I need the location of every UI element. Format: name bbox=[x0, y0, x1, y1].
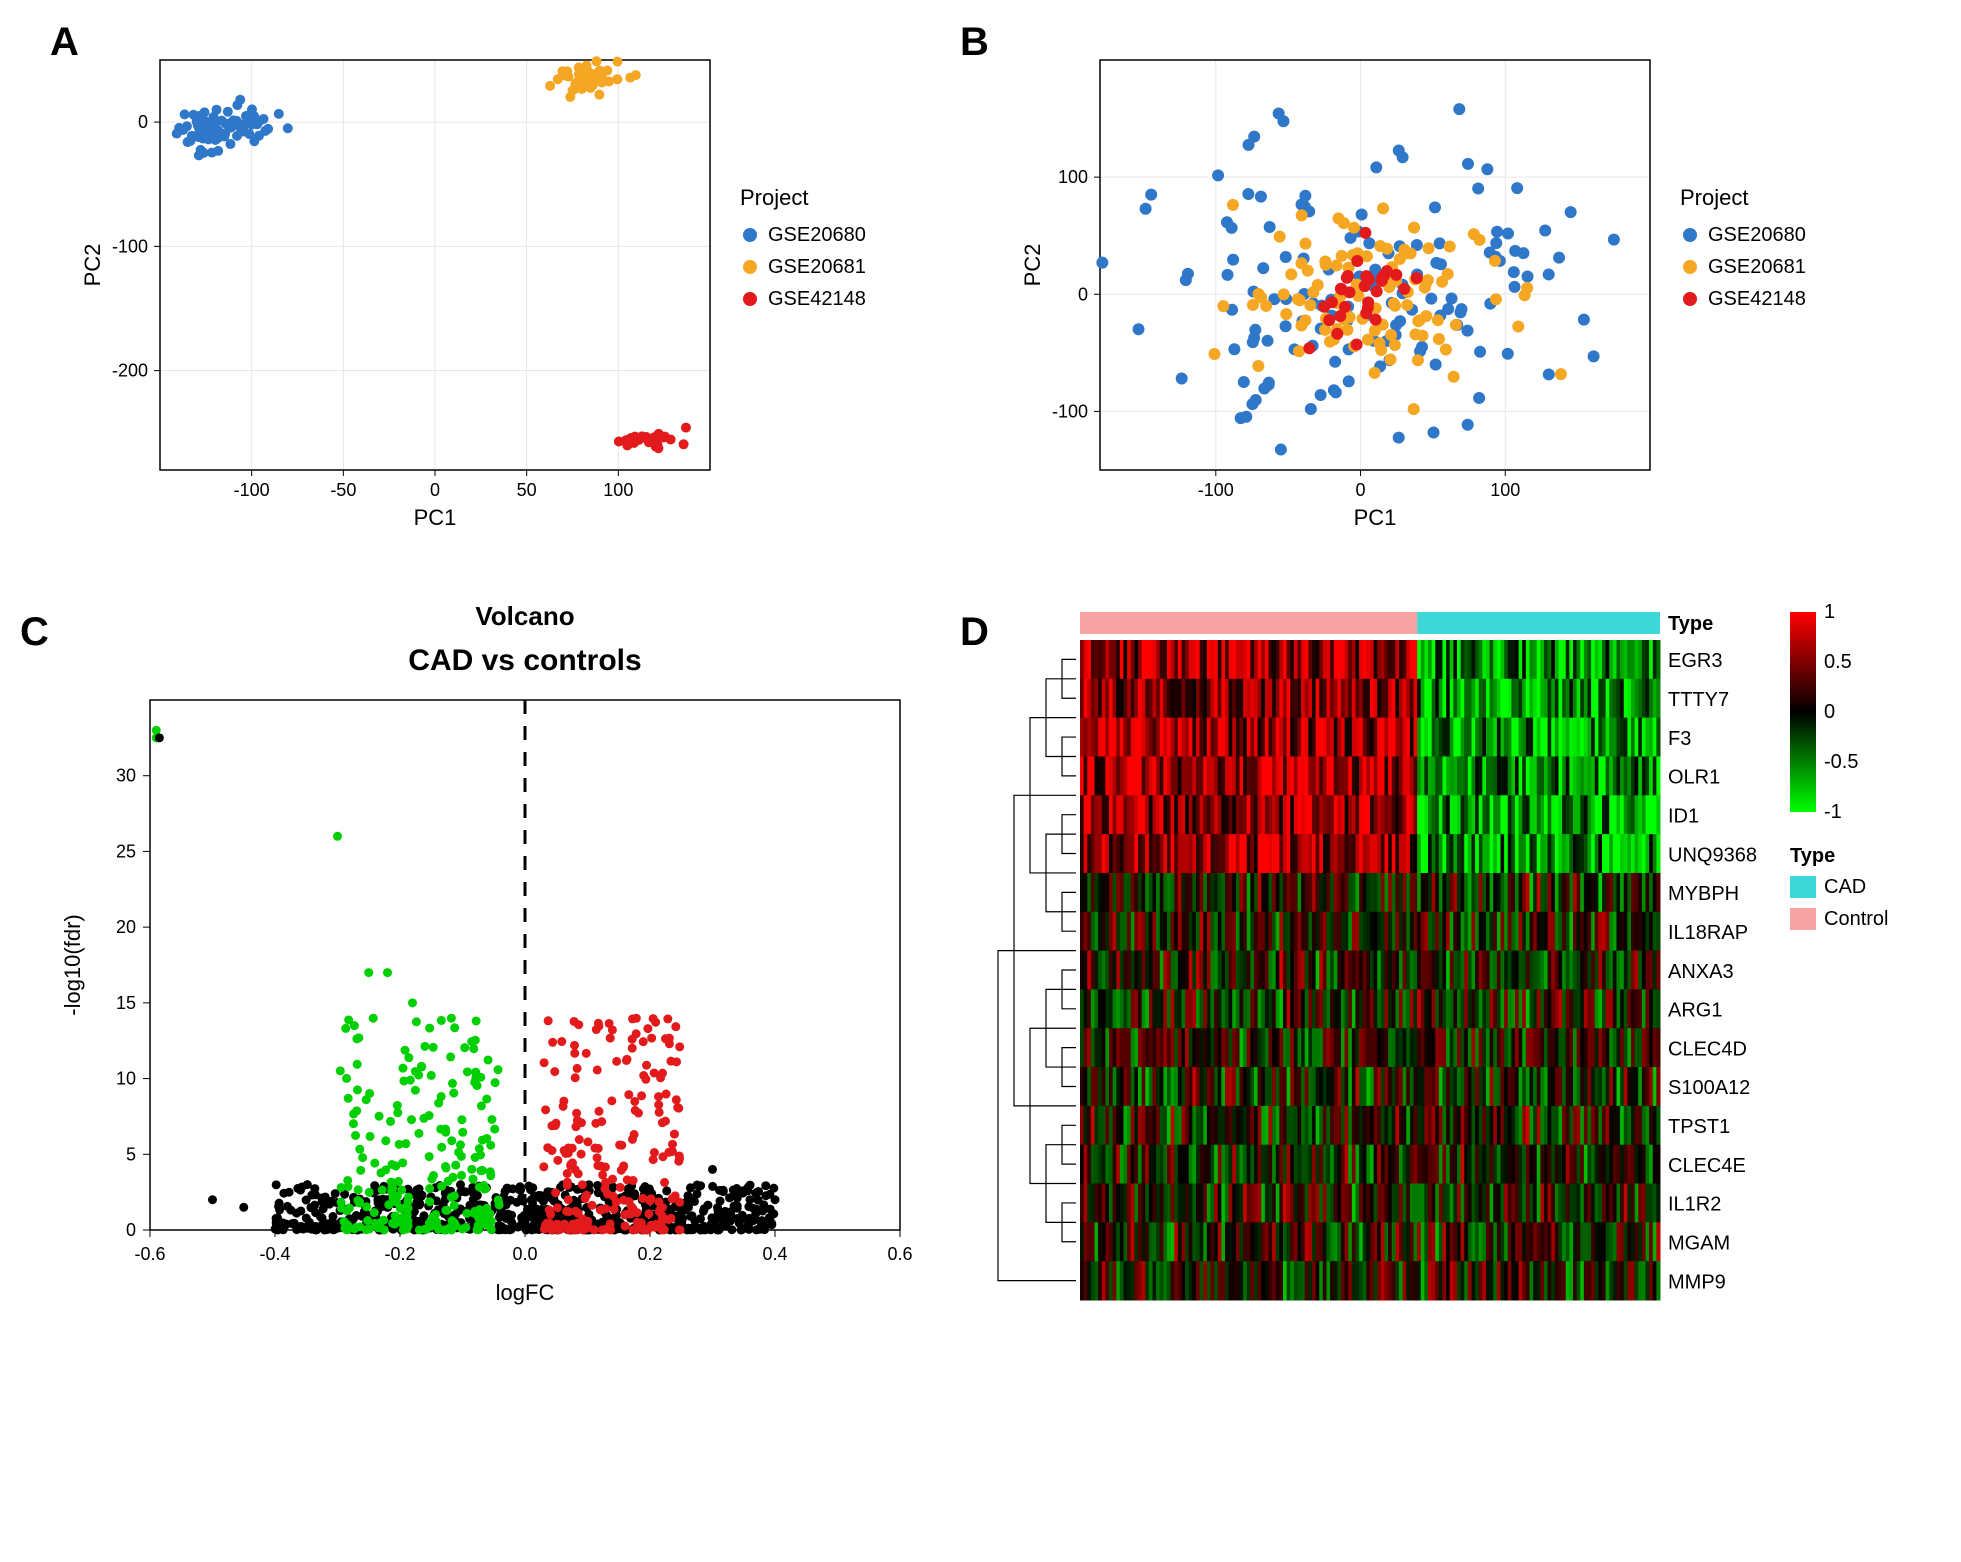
svg-text:0.4: 0.4 bbox=[762, 1244, 787, 1264]
svg-text:logFC: logFC bbox=[496, 1280, 555, 1305]
svg-text:-200: -200 bbox=[112, 361, 148, 381]
svg-text:GSE20680: GSE20680 bbox=[1708, 224, 1806, 246]
svg-text:MMP9: MMP9 bbox=[1668, 1271, 1726, 1293]
svg-text:Control: Control bbox=[1824, 908, 1888, 930]
svg-text:0.6: 0.6 bbox=[887, 1244, 912, 1264]
svg-text:-50: -50 bbox=[330, 480, 356, 500]
svg-text:EGR3: EGR3 bbox=[1668, 650, 1722, 672]
svg-text:GSE20681: GSE20681 bbox=[1708, 256, 1806, 278]
svg-text:0: 0 bbox=[430, 480, 440, 500]
svg-text:-0.5: -0.5 bbox=[1824, 751, 1858, 773]
svg-text:5: 5 bbox=[126, 1144, 136, 1164]
panel-b: B -100 0 100 -100 0 100 PC1 PC2 Project GSE20680 G… bbox=[960, 20, 1920, 540]
svg-text:15: 15 bbox=[116, 993, 136, 1013]
svg-text:-100: -100 bbox=[234, 480, 270, 500]
panel-b-svg: -100 0 100 -100 0 100 PC1 PC2 Project GSE20680 GSE… bbox=[960, 20, 1880, 540]
svg-text:CLEC4D: CLEC4D bbox=[1668, 1038, 1747, 1060]
svg-text:-log10(fdr): -log10(fdr) bbox=[60, 914, 85, 1015]
svg-text:Volcano: Volcano bbox=[475, 601, 574, 631]
svg-text:PC2: PC2 bbox=[80, 244, 105, 287]
svg-text:-0.2: -0.2 bbox=[384, 1244, 415, 1264]
svg-text:-100: -100 bbox=[112, 236, 148, 256]
svg-text:UNQ9368: UNQ9368 bbox=[1668, 844, 1757, 866]
svg-text:0.5: 0.5 bbox=[1824, 651, 1852, 673]
svg-text:0: 0 bbox=[1356, 480, 1366, 500]
panel-d-svg: Type EGR3 TTTY7 F3 OLR1 ID1 UNQ9368 MYBPH IL18RA… bbox=[960, 580, 1920, 1320]
svg-text:IL18RAP: IL18RAP bbox=[1668, 922, 1748, 944]
svg-text:MGAM: MGAM bbox=[1668, 1233, 1730, 1255]
svg-text:TPST1: TPST1 bbox=[1668, 1116, 1730, 1138]
panel-c-label: C bbox=[20, 610, 49, 655]
svg-text:0: 0 bbox=[138, 112, 148, 132]
svg-text:0: 0 bbox=[1824, 701, 1835, 723]
panel-a: A -100 -50 0 50 100 -200 -100 0 PC1 PC2 Project GSE… bbox=[20, 20, 940, 540]
svg-text:0.0: 0.0 bbox=[512, 1244, 537, 1264]
svg-text:25: 25 bbox=[116, 841, 136, 861]
panel-c: C Volcano CAD vs controls -0.6 -0.4 -0.2 0.0 0… bbox=[20, 580, 940, 1320]
svg-text:GSE42148: GSE42148 bbox=[1708, 288, 1806, 310]
panel-a-label: A bbox=[50, 20, 79, 65]
panel-d-label: D bbox=[960, 610, 989, 655]
svg-text:-0.6: -0.6 bbox=[134, 1244, 165, 1264]
svg-text:-100: -100 bbox=[1052, 401, 1088, 421]
svg-text:TTTY7: TTTY7 bbox=[1668, 689, 1729, 711]
svg-text:0.2: 0.2 bbox=[637, 1244, 662, 1264]
svg-text:Project: Project bbox=[740, 185, 808, 210]
svg-text:F3: F3 bbox=[1668, 728, 1691, 750]
svg-text:100: 100 bbox=[1490, 480, 1520, 500]
svg-text:GSE42148: GSE42148 bbox=[768, 288, 866, 310]
panel-d: D Type EGR3 TTTY7 F3 OLR1 ID1 UNQ9368 MYBPH IL18… bbox=[960, 580, 1920, 1320]
svg-text:IL1R2: IL1R2 bbox=[1668, 1194, 1721, 1216]
svg-text:0: 0 bbox=[126, 1220, 136, 1240]
svg-text:GSE20680: GSE20680 bbox=[768, 224, 866, 246]
panel-b-label: B bbox=[960, 20, 989, 65]
svg-text:MYBPH: MYBPH bbox=[1668, 883, 1739, 905]
panel-c-svg: Volcano CAD vs controls -0.6 -0.4 -0.2 0.0 0.2… bbox=[20, 580, 940, 1320]
svg-text:1: 1 bbox=[1824, 601, 1835, 623]
svg-text:20: 20 bbox=[116, 917, 136, 937]
svg-text:100: 100 bbox=[603, 480, 633, 500]
svg-text:0: 0 bbox=[1078, 284, 1088, 304]
svg-text:GSE20681: GSE20681 bbox=[768, 256, 866, 278]
svg-text:PC1: PC1 bbox=[414, 505, 457, 530]
svg-text:30: 30 bbox=[116, 766, 136, 786]
svg-text:ARG1: ARG1 bbox=[1668, 1000, 1722, 1022]
svg-text:OLR1: OLR1 bbox=[1668, 767, 1720, 789]
svg-text:ANXA3: ANXA3 bbox=[1668, 961, 1734, 983]
svg-text:PC1: PC1 bbox=[1354, 505, 1397, 530]
svg-text:50: 50 bbox=[517, 480, 537, 500]
svg-text:-0.4: -0.4 bbox=[259, 1244, 290, 1264]
svg-text:100: 100 bbox=[1058, 167, 1088, 187]
svg-text:Project: Project bbox=[1680, 185, 1748, 210]
svg-text:Type: Type bbox=[1668, 613, 1713, 635]
svg-text:10: 10 bbox=[116, 1069, 136, 1089]
panel-a-svg: -100 -50 0 50 100 -200 -100 0 PC1 PC2 Project GSE20… bbox=[20, 20, 940, 540]
svg-text:PC2: PC2 bbox=[1020, 244, 1045, 287]
svg-text:CAD vs controls: CAD vs controls bbox=[408, 644, 641, 677]
svg-text:ID1: ID1 bbox=[1668, 805, 1699, 827]
svg-text:-100: -100 bbox=[1198, 480, 1234, 500]
figure-grid: A -100-50050100-200-1000PC1PC2ProjectGSE… bbox=[20, 20, 1920, 1320]
svg-text:CLEC4E: CLEC4E bbox=[1668, 1155, 1746, 1177]
svg-text:-1: -1 bbox=[1824, 801, 1842, 823]
svg-text:CAD: CAD bbox=[1824, 876, 1866, 898]
svg-text:S100A12: S100A12 bbox=[1668, 1077, 1750, 1099]
svg-text:Type: Type bbox=[1790, 845, 1835, 867]
